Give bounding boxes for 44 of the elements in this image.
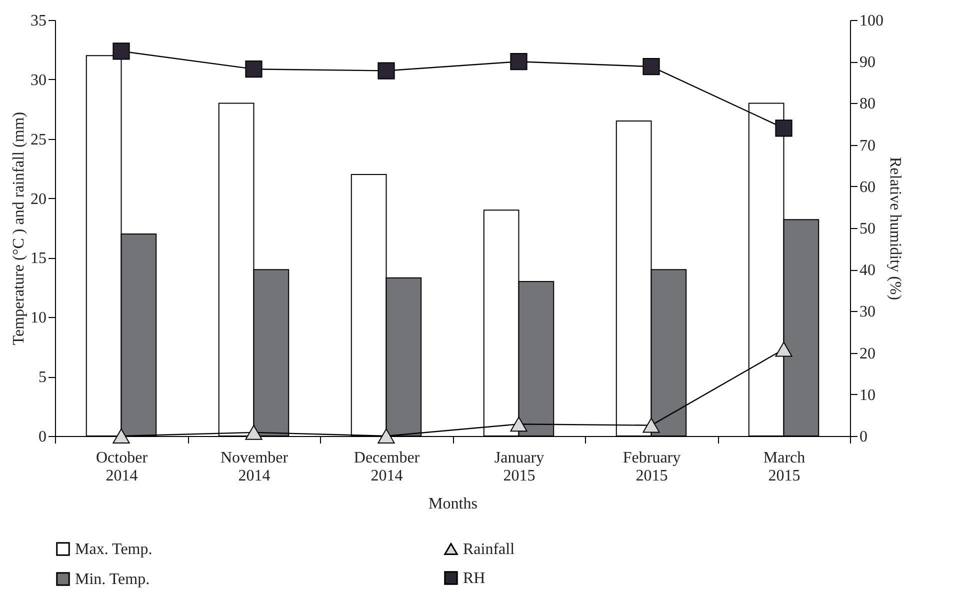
- y2-tick-label: 20: [860, 345, 876, 362]
- y2-tick-label: 0: [860, 428, 868, 446]
- point: [378, 62, 395, 80]
- point: [642, 418, 660, 433]
- point: [510, 416, 528, 432]
- y-tick-label: 10: [30, 310, 46, 327]
- point: [112, 428, 130, 444]
- legend-label: Min. Temp.: [75, 571, 150, 588]
- x-tick-label: January 2015: [494, 450, 544, 484]
- point: [112, 42, 130, 60]
- y2-tick-label: 30: [860, 304, 876, 321]
- y2-tick-label: 40: [860, 262, 876, 280]
- y2-tick-label: 90: [860, 54, 876, 72]
- point: [775, 342, 792, 357]
- x-tick-label: March 2015: [763, 450, 806, 484]
- legend-label: RH: [463, 570, 486, 587]
- y2-tick-label: 80: [860, 96, 876, 113]
- y-tick-label: 25: [30, 131, 46, 148]
- point: [510, 53, 528, 70]
- point: [245, 60, 262, 78]
- x-tick-label: December 2014: [354, 450, 420, 484]
- x-tick-label: November 2014: [220, 450, 289, 484]
- x-axis-title: Months: [428, 496, 478, 512]
- y2-tick-label: 100: [860, 12, 884, 30]
- y2-tick-label: 50: [860, 220, 876, 238]
- y2-tick-label: 10: [860, 386, 876, 404]
- legend-label: Max. Temp.: [75, 541, 152, 558]
- point: [378, 428, 395, 444]
- y-axis-title: Temperature (°C ) and rainfall (mm): [10, 112, 28, 346]
- y-tick-label: 5: [38, 369, 46, 386]
- y2-tick-label: 60: [860, 178, 876, 196]
- y-tick-label: 20: [30, 190, 46, 208]
- y2-axis-title: Relative humidity (%): [886, 156, 904, 300]
- y-tick-label: 35: [30, 12, 46, 30]
- y-tick-label: 0: [38, 428, 46, 446]
- y-tick-label: 30: [30, 72, 46, 89]
- point: [245, 424, 262, 440]
- point: [642, 58, 660, 76]
- x-tick-label: February 2015: [622, 450, 681, 484]
- y2-tick-label: 70: [860, 137, 876, 154]
- legend-label: Rainfall: [463, 541, 516, 558]
- point: [775, 120, 792, 137]
- x-tick-label: October 2014: [96, 450, 148, 484]
- y-tick-label: 15: [30, 250, 46, 268]
